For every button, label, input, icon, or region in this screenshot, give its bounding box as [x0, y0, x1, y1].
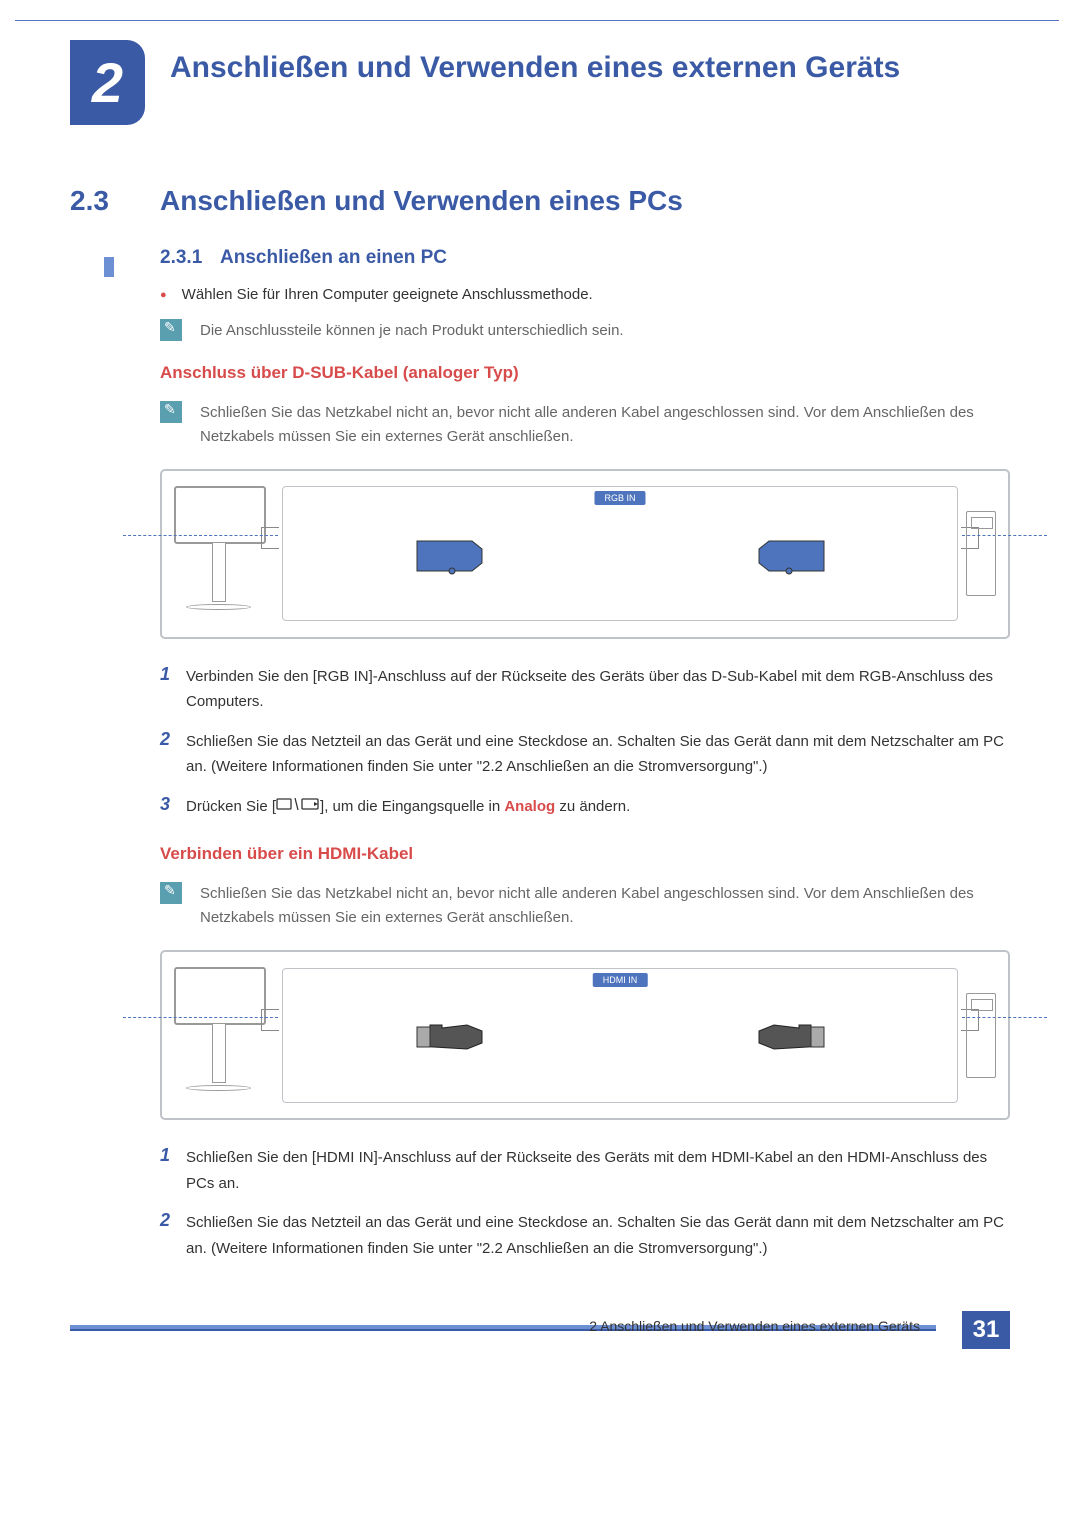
- step-text: Schließen Sie das Netzteil an das Gerät …: [186, 729, 1010, 780]
- analog-label: Analog: [504, 798, 555, 815]
- subsection-header: 2.3.1 Anschließen an einen PC: [160, 247, 1010, 269]
- step-number: 3: [160, 794, 186, 820]
- bullet-text: Wählen Sie für Ihren Computer geeignete …: [182, 284, 593, 307]
- t: ], um die Eingangsquelle in: [320, 798, 504, 815]
- hdmi-connector-icon: [412, 1013, 492, 1058]
- chapter-number: 2: [92, 50, 123, 115]
- step: 2 Schließen Sie das Netzteil an das Gerä…: [160, 1210, 1010, 1261]
- step-number: 2: [160, 729, 186, 780]
- port-box: RGB IN: [282, 486, 958, 621]
- page-number: 31: [962, 1311, 1010, 1349]
- note: Schließen Sie das Netzkabel nicht an, be…: [160, 882, 1010, 930]
- dsub-heading: Anschluss über D-SUB-Kabel (analoger Typ…: [160, 363, 1010, 383]
- bracket-icon: [261, 1009, 279, 1031]
- page-footer: 2 Anschließen und Verwenden eines extern…: [70, 1311, 1010, 1361]
- source-button-icon: [276, 794, 320, 820]
- step: 3 Drücken Sie [ ], um die Eingangsquelle …: [160, 794, 1010, 820]
- step-text: Schließen Sie den [HDMI IN]-Anschluss au…: [186, 1145, 1010, 1196]
- note-text: Die Anschlussteile können je nach Produk…: [200, 319, 624, 343]
- chapter-badge: 2: [70, 40, 145, 125]
- subsection-number: 2.3.1: [160, 247, 220, 269]
- note-text: Schließen Sie das Netzkabel nicht an, be…: [200, 401, 1010, 449]
- bullet-dot-icon: ●: [160, 289, 167, 307]
- hdmi-connector-icon: [749, 1013, 829, 1058]
- step-number: 1: [160, 664, 186, 715]
- dsub-steps: 1 Verbinden Sie den [RGB IN]-Anschluss a…: [160, 664, 1010, 820]
- step-text: Schließen Sie das Netzteil an das Gerät …: [186, 1210, 1010, 1261]
- step-number: 1: [160, 1145, 186, 1196]
- subsection: 2.3.1 Anschließen an einen PC ● Wählen S…: [160, 247, 1010, 1261]
- step-text: Verbinden Sie den [RGB IN]-Anschluss auf…: [186, 664, 1010, 715]
- t: Drücken Sie [: [186, 798, 276, 815]
- pencil-note-icon: [160, 401, 182, 423]
- dsub-diagram: RGB IN: [160, 469, 1010, 639]
- hdmi-diagram: HDMI IN: [160, 950, 1010, 1120]
- hdmi-steps: 1 Schließen Sie den [HDMI IN]-Anschluss …: [160, 1145, 1010, 1261]
- pc-tower-icon: [966, 993, 996, 1078]
- section-title: Anschließen und Verwenden eines PCs: [160, 185, 683, 217]
- monitor-icon: [174, 965, 274, 1105]
- section-number: 2.3: [70, 185, 160, 217]
- dsub-connector-icon: [749, 531, 829, 576]
- bullet-item: ● Wählen Sie für Ihren Computer geeignet…: [160, 284, 1010, 307]
- port-box: HDMI IN: [282, 968, 958, 1103]
- pencil-note-icon: [160, 882, 182, 904]
- pencil-note-icon: [160, 319, 182, 341]
- note: Schließen Sie das Netzkabel nicht an, be…: [160, 401, 1010, 449]
- section-header: 2.3 Anschließen und Verwenden eines PCs: [70, 185, 1010, 217]
- monitor-icon: [174, 484, 274, 624]
- cable-line: [123, 535, 278, 536]
- dsub-connector-icon: [412, 531, 492, 576]
- chapter-header: 2 Anschließen und Verwenden eines extern…: [70, 40, 1010, 125]
- footer-text: 2 Anschließen und Verwenden eines extern…: [589, 1318, 920, 1334]
- top-border: [15, 20, 1059, 21]
- note: Die Anschlussteile können je nach Produk…: [160, 319, 1010, 343]
- step-number: 2: [160, 1210, 186, 1261]
- port-label: HDMI IN: [593, 973, 648, 987]
- step: 1 Schließen Sie den [HDMI IN]-Anschluss …: [160, 1145, 1010, 1196]
- accent-bar: [104, 257, 114, 277]
- t: zu ändern.: [555, 798, 630, 815]
- step-text: Drücken Sie [ ], um die Eingangsquelle in…: [186, 794, 630, 820]
- note-text: Schließen Sie das Netzkabel nicht an, be…: [200, 882, 1010, 930]
- subsection-title: Anschließen an einen PC: [220, 247, 447, 269]
- bracket-icon: [261, 527, 279, 549]
- page: 2 Anschließen und Verwenden eines extern…: [0, 0, 1080, 1361]
- cable-line: [123, 1017, 278, 1018]
- port-label: RGB IN: [594, 491, 645, 505]
- step: 1 Verbinden Sie den [RGB IN]-Anschluss a…: [160, 664, 1010, 715]
- chapter-title: Anschließen und Verwenden eines externen…: [170, 48, 900, 87]
- hdmi-heading: Verbinden über ein HDMI-Kabel: [160, 844, 1010, 864]
- step: 2 Schließen Sie das Netzteil an das Gerä…: [160, 729, 1010, 780]
- pc-tower-icon: [966, 511, 996, 596]
